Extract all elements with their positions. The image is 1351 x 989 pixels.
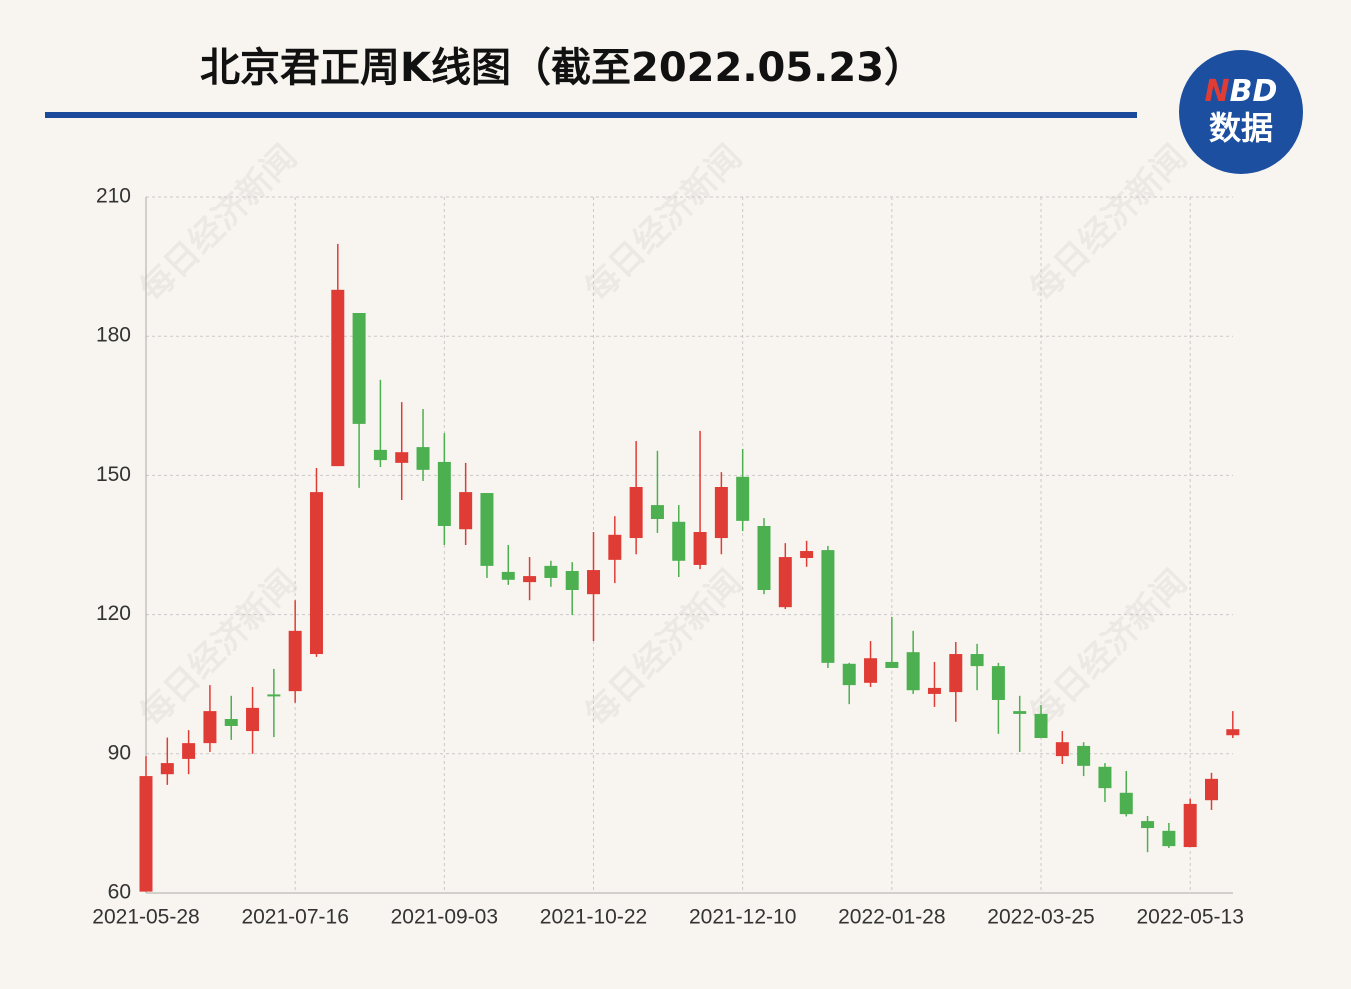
candle-body [629, 487, 643, 539]
x-tick-label: 2021-12-10 [689, 906, 796, 929]
y-tick-label: 180 [96, 324, 131, 347]
candle-body [927, 687, 941, 694]
candle-body [1205, 778, 1218, 801]
candle-body [736, 476, 750, 521]
candle-body [1162, 830, 1176, 847]
x-tick-label: 2021-09-03 [391, 906, 498, 929]
candle-body [970, 654, 984, 667]
candle-body [608, 534, 622, 560]
candle-body [714, 487, 728, 539]
candle-body [331, 289, 345, 467]
candle-body [224, 719, 238, 726]
candle-body [991, 666, 1005, 700]
x-tick-label: 2021-05-28 [92, 906, 199, 929]
candle-body [1013, 711, 1027, 714]
candle-body [395, 452, 409, 463]
chart-title: 北京君正周K线图（截至2022.05.23） [200, 45, 924, 91]
candle-body [352, 313, 366, 424]
candle-body [139, 776, 153, 892]
candle-body [1034, 713, 1048, 739]
title-rule [45, 112, 1137, 118]
candle-body [1098, 766, 1112, 789]
candle-body [459, 492, 473, 530]
candle-body [480, 493, 494, 566]
candle-body [416, 447, 430, 470]
candle-body [1183, 803, 1197, 848]
x-tick-label: 2022-05-13 [1136, 906, 1243, 929]
x-tick-label: 2022-03-25 [987, 906, 1094, 929]
candle-body [246, 707, 260, 732]
logo-n: N [1205, 74, 1230, 109]
candle-body [864, 658, 878, 683]
candle-body [523, 576, 537, 583]
candle-body [373, 449, 387, 461]
candle-body [1141, 821, 1155, 829]
logo-brand: NBD [1205, 74, 1278, 109]
candle-body [757, 525, 771, 591]
candle-body [501, 571, 515, 580]
candle-body [288, 630, 302, 692]
candle-body [203, 711, 217, 744]
candle-body [587, 570, 601, 595]
y-tick-label: 210 [96, 185, 131, 208]
x-tick-label: 2021-10-22 [540, 906, 647, 929]
candle-body [672, 521, 686, 561]
logo-text: 数据 [1209, 109, 1273, 147]
candle-body [650, 505, 664, 520]
candle-body [906, 652, 920, 691]
x-tick-label: 2022-01-28 [838, 906, 945, 929]
candle-body [821, 550, 835, 663]
logo-bd: BD [1230, 74, 1278, 109]
y-tick-label: 60 [108, 881, 131, 904]
y-tick-label: 150 [96, 463, 131, 486]
candle-body [1226, 729, 1240, 736]
y-tick-label: 120 [96, 602, 131, 625]
candle-body [778, 557, 792, 608]
candle-body [1119, 792, 1133, 815]
candle-body [544, 565, 558, 578]
candle-body [800, 551, 814, 558]
candle-body [693, 532, 707, 565]
candle-body [267, 694, 281, 697]
candle-body [1077, 745, 1091, 766]
candle-body [565, 570, 579, 591]
candle-body [182, 743, 196, 759]
candle-body [842, 663, 856, 686]
candle-body [437, 461, 451, 526]
y-tick-label: 90 [108, 741, 131, 764]
candle-body [309, 492, 323, 655]
candle-body [160, 763, 174, 775]
candle-body [885, 661, 899, 668]
logo [1179, 50, 1303, 174]
x-tick-label: 2021-07-16 [241, 906, 348, 929]
candle-body [949, 654, 963, 693]
candle-body [1055, 742, 1069, 757]
